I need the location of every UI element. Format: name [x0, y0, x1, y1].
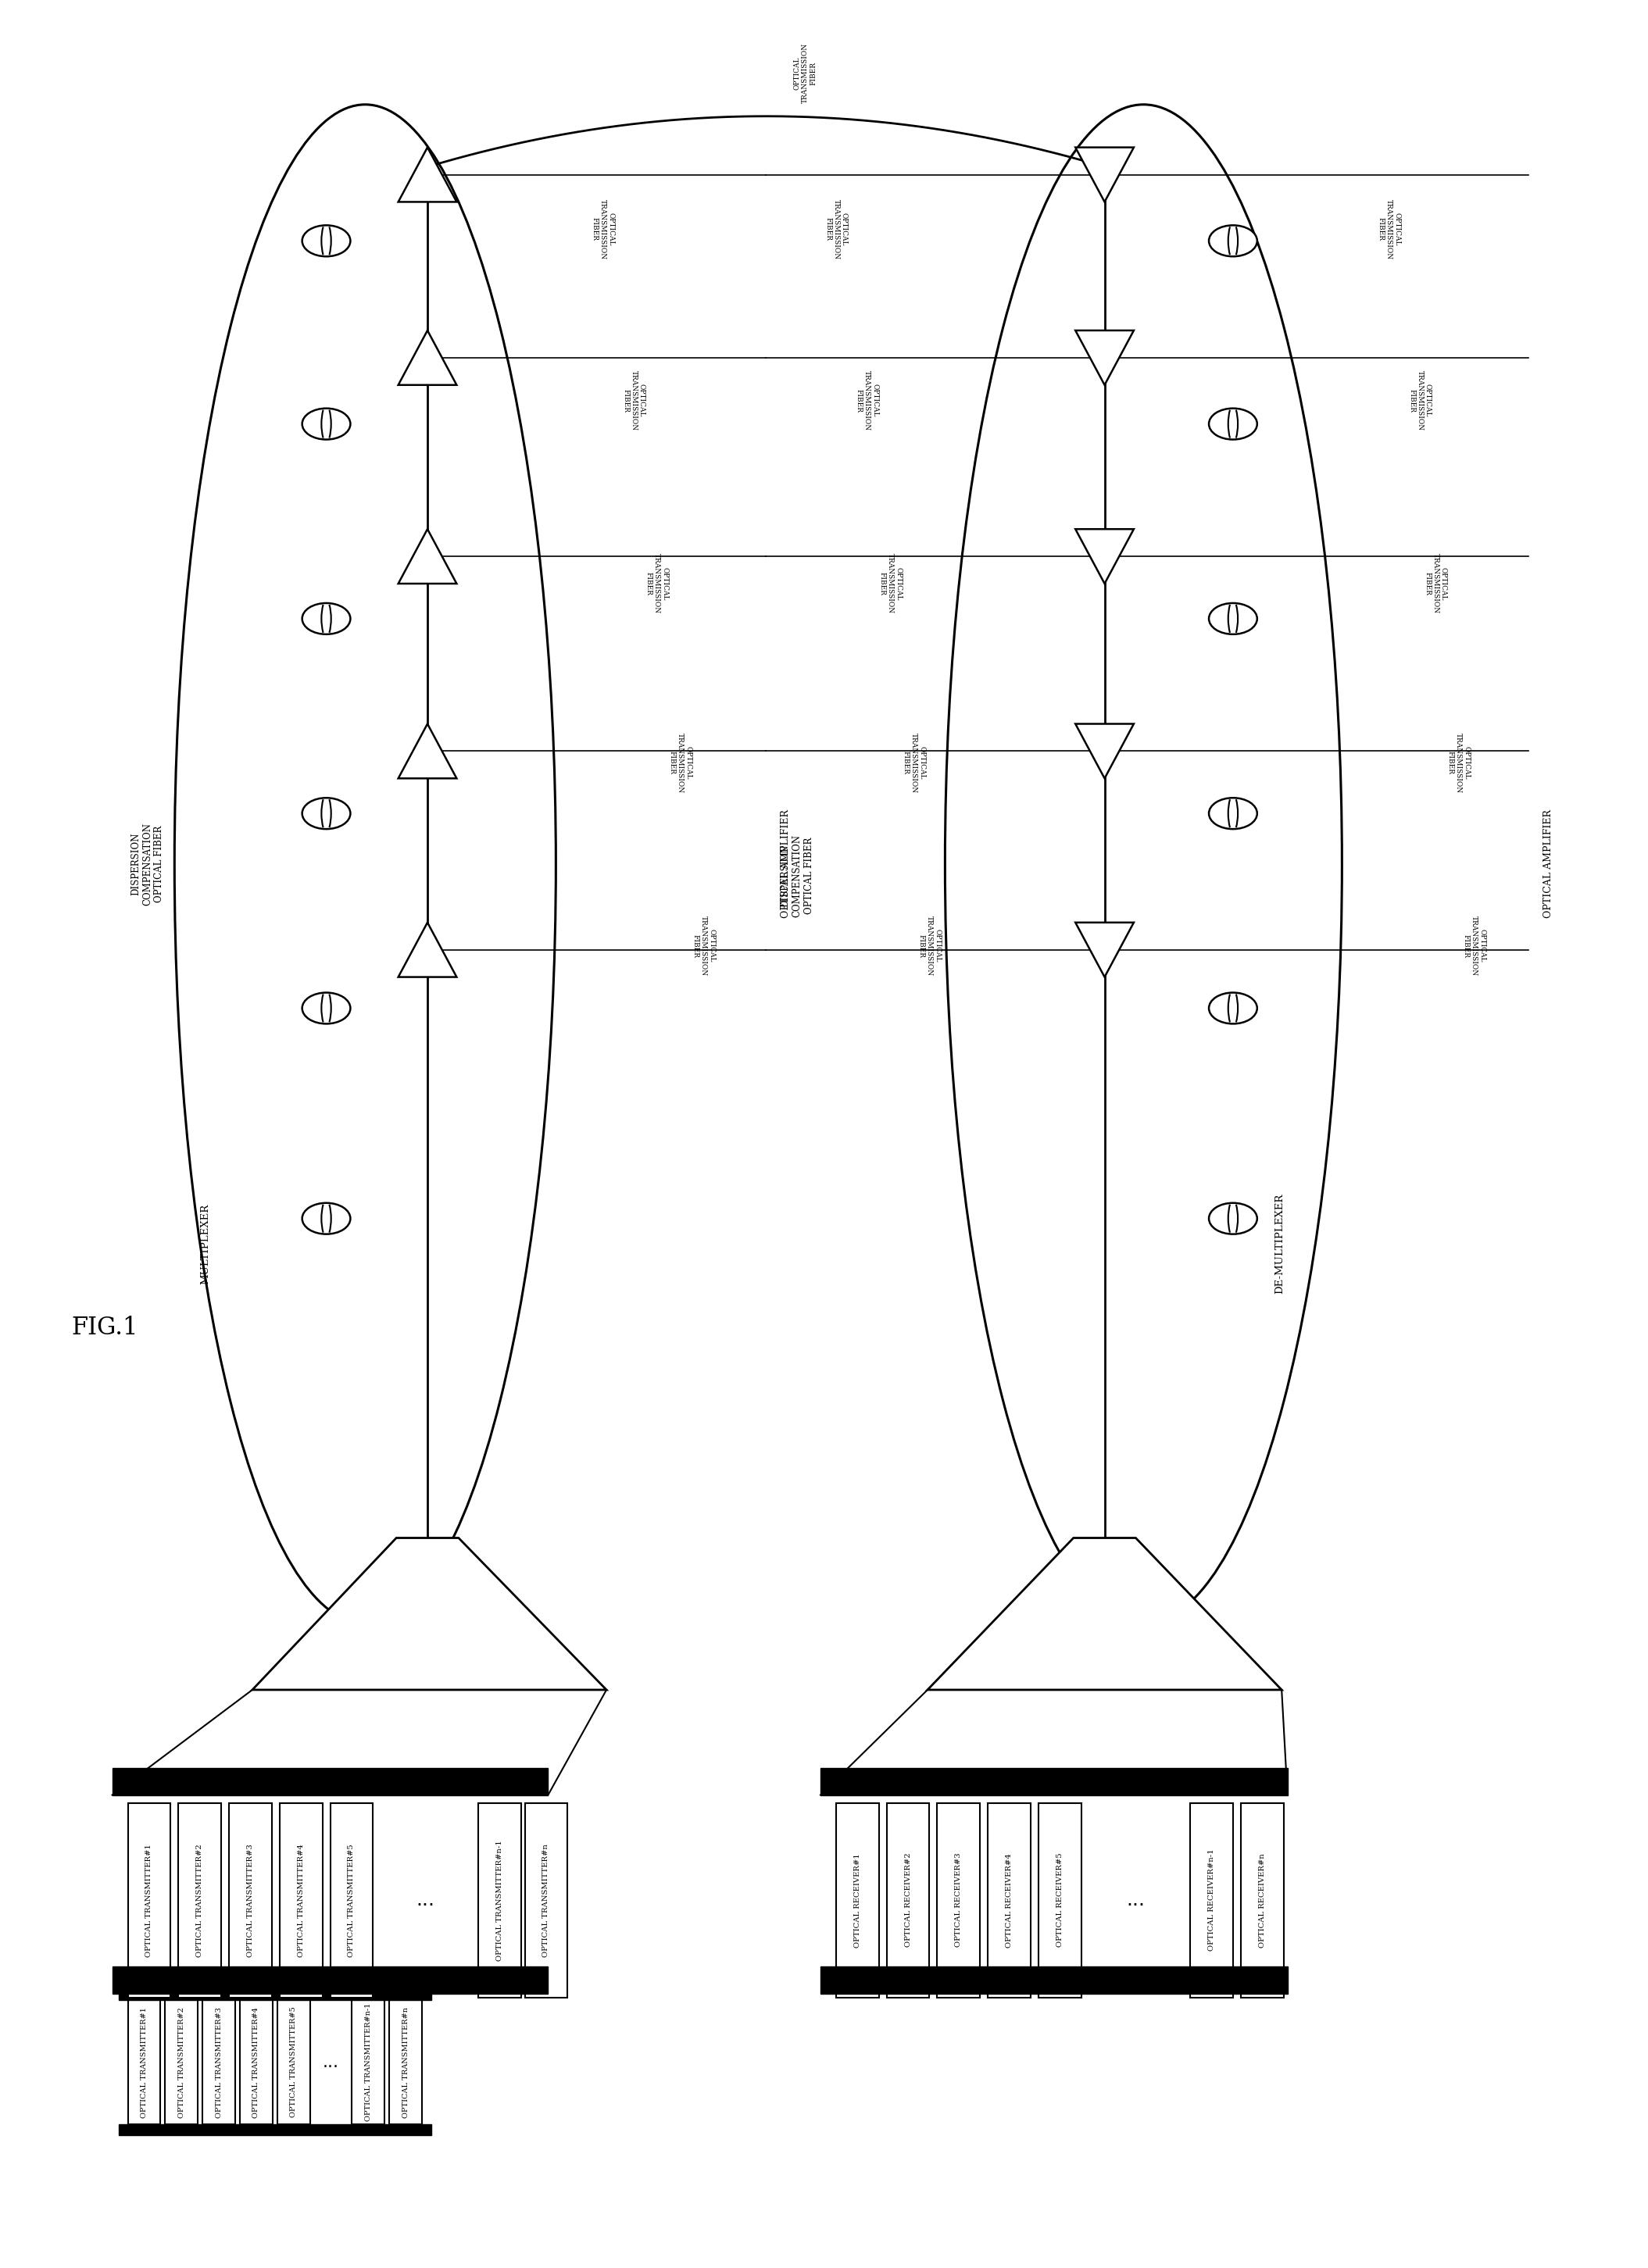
Polygon shape — [399, 923, 456, 978]
Text: ...: ... — [1126, 1892, 1145, 1910]
Ellipse shape — [302, 993, 351, 1023]
Polygon shape — [399, 147, 456, 202]
Text: OPTICAL
TRANSMISSION
FIBER: OPTICAL TRANSMISSION FIBER — [793, 43, 816, 104]
Text: OPTICAL RECEIVER#n: OPTICAL RECEIVER#n — [1259, 1853, 1266, 1948]
Polygon shape — [399, 331, 456, 386]
Ellipse shape — [1210, 408, 1257, 440]
Text: OPTICAL RECEIVER#1: OPTICAL RECEIVER#1 — [854, 1853, 860, 1948]
Bar — [112, 1966, 549, 1994]
Text: OPTICAL
TRANSMISSION
FIBER: OPTICAL TRANSMISSION FIBER — [1378, 200, 1401, 259]
Text: OPTICAL RECEIVER#5: OPTICAL RECEIVER#5 — [1056, 1853, 1063, 1948]
Text: OPTICAL
TRANSMISSION
FIBER: OPTICAL TRANSMISSION FIBER — [1424, 553, 1447, 615]
Bar — [887, 1803, 929, 1998]
Ellipse shape — [302, 1202, 351, 1234]
Bar — [129, 2000, 160, 2125]
Bar — [203, 2000, 236, 2125]
Text: OPTICAL TRANSMITTER#n: OPTICAL TRANSMITTER#n — [402, 2007, 409, 2118]
Ellipse shape — [302, 798, 351, 830]
Bar — [836, 1803, 878, 1998]
Text: OPTICAL TRANSMITTER#3: OPTICAL TRANSMITTER#3 — [247, 1844, 254, 1957]
Text: FIG.1: FIG.1 — [71, 1315, 138, 1340]
Bar — [229, 1803, 272, 1998]
Text: OPTICAL
TRANSMISSION
FIBER: OPTICAL TRANSMISSION FIBER — [1463, 916, 1486, 975]
Bar — [1190, 1803, 1233, 1998]
Text: OPTICAL TRANSMITTER#3: OPTICAL TRANSMITTER#3 — [216, 2007, 222, 2118]
Bar — [938, 1803, 981, 1998]
Bar — [165, 2000, 198, 2125]
Text: ...: ... — [323, 2055, 339, 2071]
Bar — [478, 1803, 521, 1998]
Text: OPTICAL TRANSMITTER#n-1: OPTICAL TRANSMITTER#n-1 — [496, 1839, 503, 1960]
Polygon shape — [1076, 331, 1134, 386]
Text: OPTICAL AMPLIFIER: OPTICAL AMPLIFIER — [781, 810, 791, 919]
Ellipse shape — [1210, 798, 1257, 830]
Ellipse shape — [302, 408, 351, 440]
Text: OPTICAL RECEIVER#4: OPTICAL RECEIVER#4 — [1005, 1853, 1014, 1948]
Text: DISPERSION
COMPENSATION
OPTICAL FIBER: DISPERSION COMPENSATION OPTICAL FIBER — [130, 823, 165, 905]
Polygon shape — [399, 528, 456, 583]
Text: OPTICAL
TRANSMISSION
FIBER: OPTICAL TRANSMISSION FIBER — [918, 916, 941, 975]
Text: OPTICAL TRANSMITTER#1: OPTICAL TRANSMITTER#1 — [140, 2007, 148, 2118]
Text: OPTICAL TRANSMITTER#5: OPTICAL TRANSMITTER#5 — [348, 1844, 354, 1957]
Text: OPTICAL RECEIVER#n-1: OPTICAL RECEIVER#n-1 — [1208, 1848, 1215, 1950]
Text: OPTICAL RECEIVER#3: OPTICAL RECEIVER#3 — [956, 1853, 962, 1948]
Ellipse shape — [302, 225, 351, 256]
Text: OPTICAL
TRANSMISSION
FIBER: OPTICAL TRANSMISSION FIBER — [901, 733, 926, 794]
Text: OPTICAL
TRANSMISSION
FIBER: OPTICAL TRANSMISSION FIBER — [669, 733, 692, 794]
Bar — [524, 1803, 567, 1998]
Bar — [178, 1803, 221, 1998]
Bar — [112, 1767, 549, 1794]
Text: OPTICAL
TRANSMISSION
FIBER: OPTICAL TRANSMISSION FIBER — [1447, 733, 1470, 794]
Text: MULTIPLEXER: MULTIPLEXER — [201, 1204, 211, 1284]
Text: OPTICAL TRANSMITTER#4: OPTICAL TRANSMITTER#4 — [252, 2007, 260, 2118]
Text: OPTICAL TRANSMITTER#2: OPTICAL TRANSMITTER#2 — [178, 2007, 185, 2118]
Polygon shape — [1076, 147, 1134, 202]
Ellipse shape — [1210, 225, 1257, 256]
Text: OPTICAL
TRANSMISSION
FIBER: OPTICAL TRANSMISSION FIBER — [1407, 370, 1432, 431]
Bar — [353, 2000, 384, 2125]
Polygon shape — [1076, 528, 1134, 583]
Text: OPTICAL
TRANSMISSION
FIBER: OPTICAL TRANSMISSION FIBER — [824, 200, 847, 259]
Text: OPTICAL
TRANSMISSION
FIBER: OPTICAL TRANSMISSION FIBER — [692, 916, 715, 975]
Text: ...: ... — [417, 1892, 435, 1910]
Bar — [119, 1989, 432, 2000]
Text: OPTICAL RECEIVER#2: OPTICAL RECEIVER#2 — [905, 1853, 911, 1948]
Bar — [821, 1767, 1287, 1794]
Text: OPTICAL
TRANSMISSION
FIBER: OPTICAL TRANSMISSION FIBER — [592, 200, 615, 259]
Bar — [129, 1803, 171, 1998]
Text: OPTICAL
TRANSMISSION
FIBER: OPTICAL TRANSMISSION FIBER — [878, 553, 901, 615]
Bar — [119, 2125, 432, 2136]
Ellipse shape — [302, 603, 351, 635]
Ellipse shape — [1210, 603, 1257, 635]
Bar — [987, 1803, 1030, 1998]
Ellipse shape — [1210, 993, 1257, 1023]
Text: OPTICAL
TRANSMISSION
FIBER: OPTICAL TRANSMISSION FIBER — [621, 370, 646, 431]
Text: OPTICAL TRANSMITTER#5: OPTICAL TRANSMITTER#5 — [290, 2007, 297, 2118]
Polygon shape — [1076, 923, 1134, 978]
Text: DE-MULTIPLEXER: DE-MULTIPLEXER — [1274, 1193, 1285, 1295]
Text: OPTICAL TRANSMITTER#1: OPTICAL TRANSMITTER#1 — [145, 1844, 153, 1957]
Text: OPTICAL TRANSMITTER#2: OPTICAL TRANSMITTER#2 — [196, 1844, 203, 1957]
Polygon shape — [928, 1538, 1282, 1690]
Bar — [1241, 1803, 1284, 1998]
Bar — [241, 2000, 272, 2125]
Text: OPTICAL
TRANSMISSION
FIBER: OPTICAL TRANSMISSION FIBER — [855, 370, 878, 431]
Bar — [330, 1803, 372, 1998]
Polygon shape — [1076, 723, 1134, 778]
Text: OPTICAL TRANSMITTER#4: OPTICAL TRANSMITTER#4 — [297, 1844, 305, 1957]
Text: OPTICAL TRANSMITTER#n-1: OPTICAL TRANSMITTER#n-1 — [364, 2003, 372, 2121]
Text: OPTICAL TRANSMITTER#n: OPTICAL TRANSMITTER#n — [542, 1844, 550, 1957]
Bar — [389, 2000, 422, 2125]
Ellipse shape — [1210, 1202, 1257, 1234]
Text: OPTICAL
TRANSMISSION
FIBER: OPTICAL TRANSMISSION FIBER — [646, 553, 669, 615]
Bar — [280, 1803, 323, 1998]
Polygon shape — [252, 1538, 606, 1690]
Text: DISPERSION
COMPENSATION
OPTICAL FIBER: DISPERSION COMPENSATION OPTICAL FIBER — [781, 835, 814, 916]
Bar — [277, 2000, 310, 2125]
Bar — [821, 1966, 1287, 1994]
Polygon shape — [399, 723, 456, 778]
Text: OPTICAL AMPLIFIER: OPTICAL AMPLIFIER — [1543, 810, 1554, 919]
Bar — [1038, 1803, 1081, 1998]
